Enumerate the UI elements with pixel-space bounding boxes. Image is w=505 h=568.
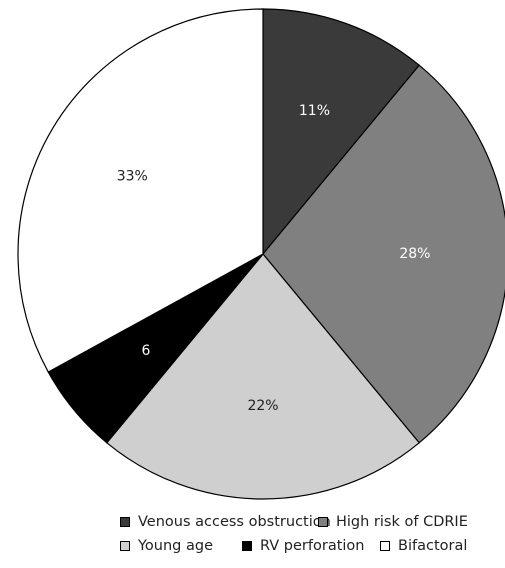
pie-slice-young-age: [105, 253, 421, 500]
legend-row-1: Venous access obstruction High risk of C…: [0, 514, 505, 538]
pie-label-high-risk-of-cdrie: 28%: [399, 246, 430, 262]
pie-slice-bifactoral: [17, 8, 264, 373]
legend-swatch-bifactoral: [380, 541, 390, 551]
pie-slice-high-risk-of-cdrie: [262, 64, 505, 444]
legend-item-high-risk-of-cdrie: High risk of CDRIE: [318, 514, 468, 530]
legend-label-venous-access-obstruction: Venous access obstruction: [138, 514, 331, 530]
legend-item-rv-perforation: RV perforation: [242, 538, 365, 554]
pie-label-venous-access-obstruction: 11%: [299, 103, 330, 119]
legend-label-rv-perforation: RV perforation: [260, 538, 365, 554]
legend-item-young-age: Young age: [120, 538, 213, 554]
pie-chart-svg: 11% 28% 22% 6 33%: [17, 8, 505, 500]
legend-item-venous-access-obstruction: Venous access obstruction: [120, 514, 331, 530]
legend-label-bifactoral: Bifactoral: [398, 538, 468, 554]
pie-slice-venous-access-obstruction: [262, 8, 421, 256]
legend-row-2: Young age RV perforation Bifactoral: [0, 538, 505, 562]
legend-label-young-age: Young age: [138, 538, 214, 554]
legend-label-high-risk-of-cdrie: High risk of CDRIE: [336, 514, 468, 530]
pie-label-rv-perforation: 6: [141, 343, 150, 359]
legend-swatch-rv-perforation: [242, 541, 252, 551]
pie-label-young-age: 22%: [247, 398, 278, 414]
legend-item-bifactoral: Bifactoral: [380, 538, 467, 554]
pie-label-bifactoral: 33%: [117, 169, 148, 185]
legend-swatch-venous-access-obstruction: [120, 517, 130, 527]
legend-swatch-young-age: [120, 541, 130, 551]
legend-swatch-high-risk-of-cdrie: [318, 517, 328, 527]
